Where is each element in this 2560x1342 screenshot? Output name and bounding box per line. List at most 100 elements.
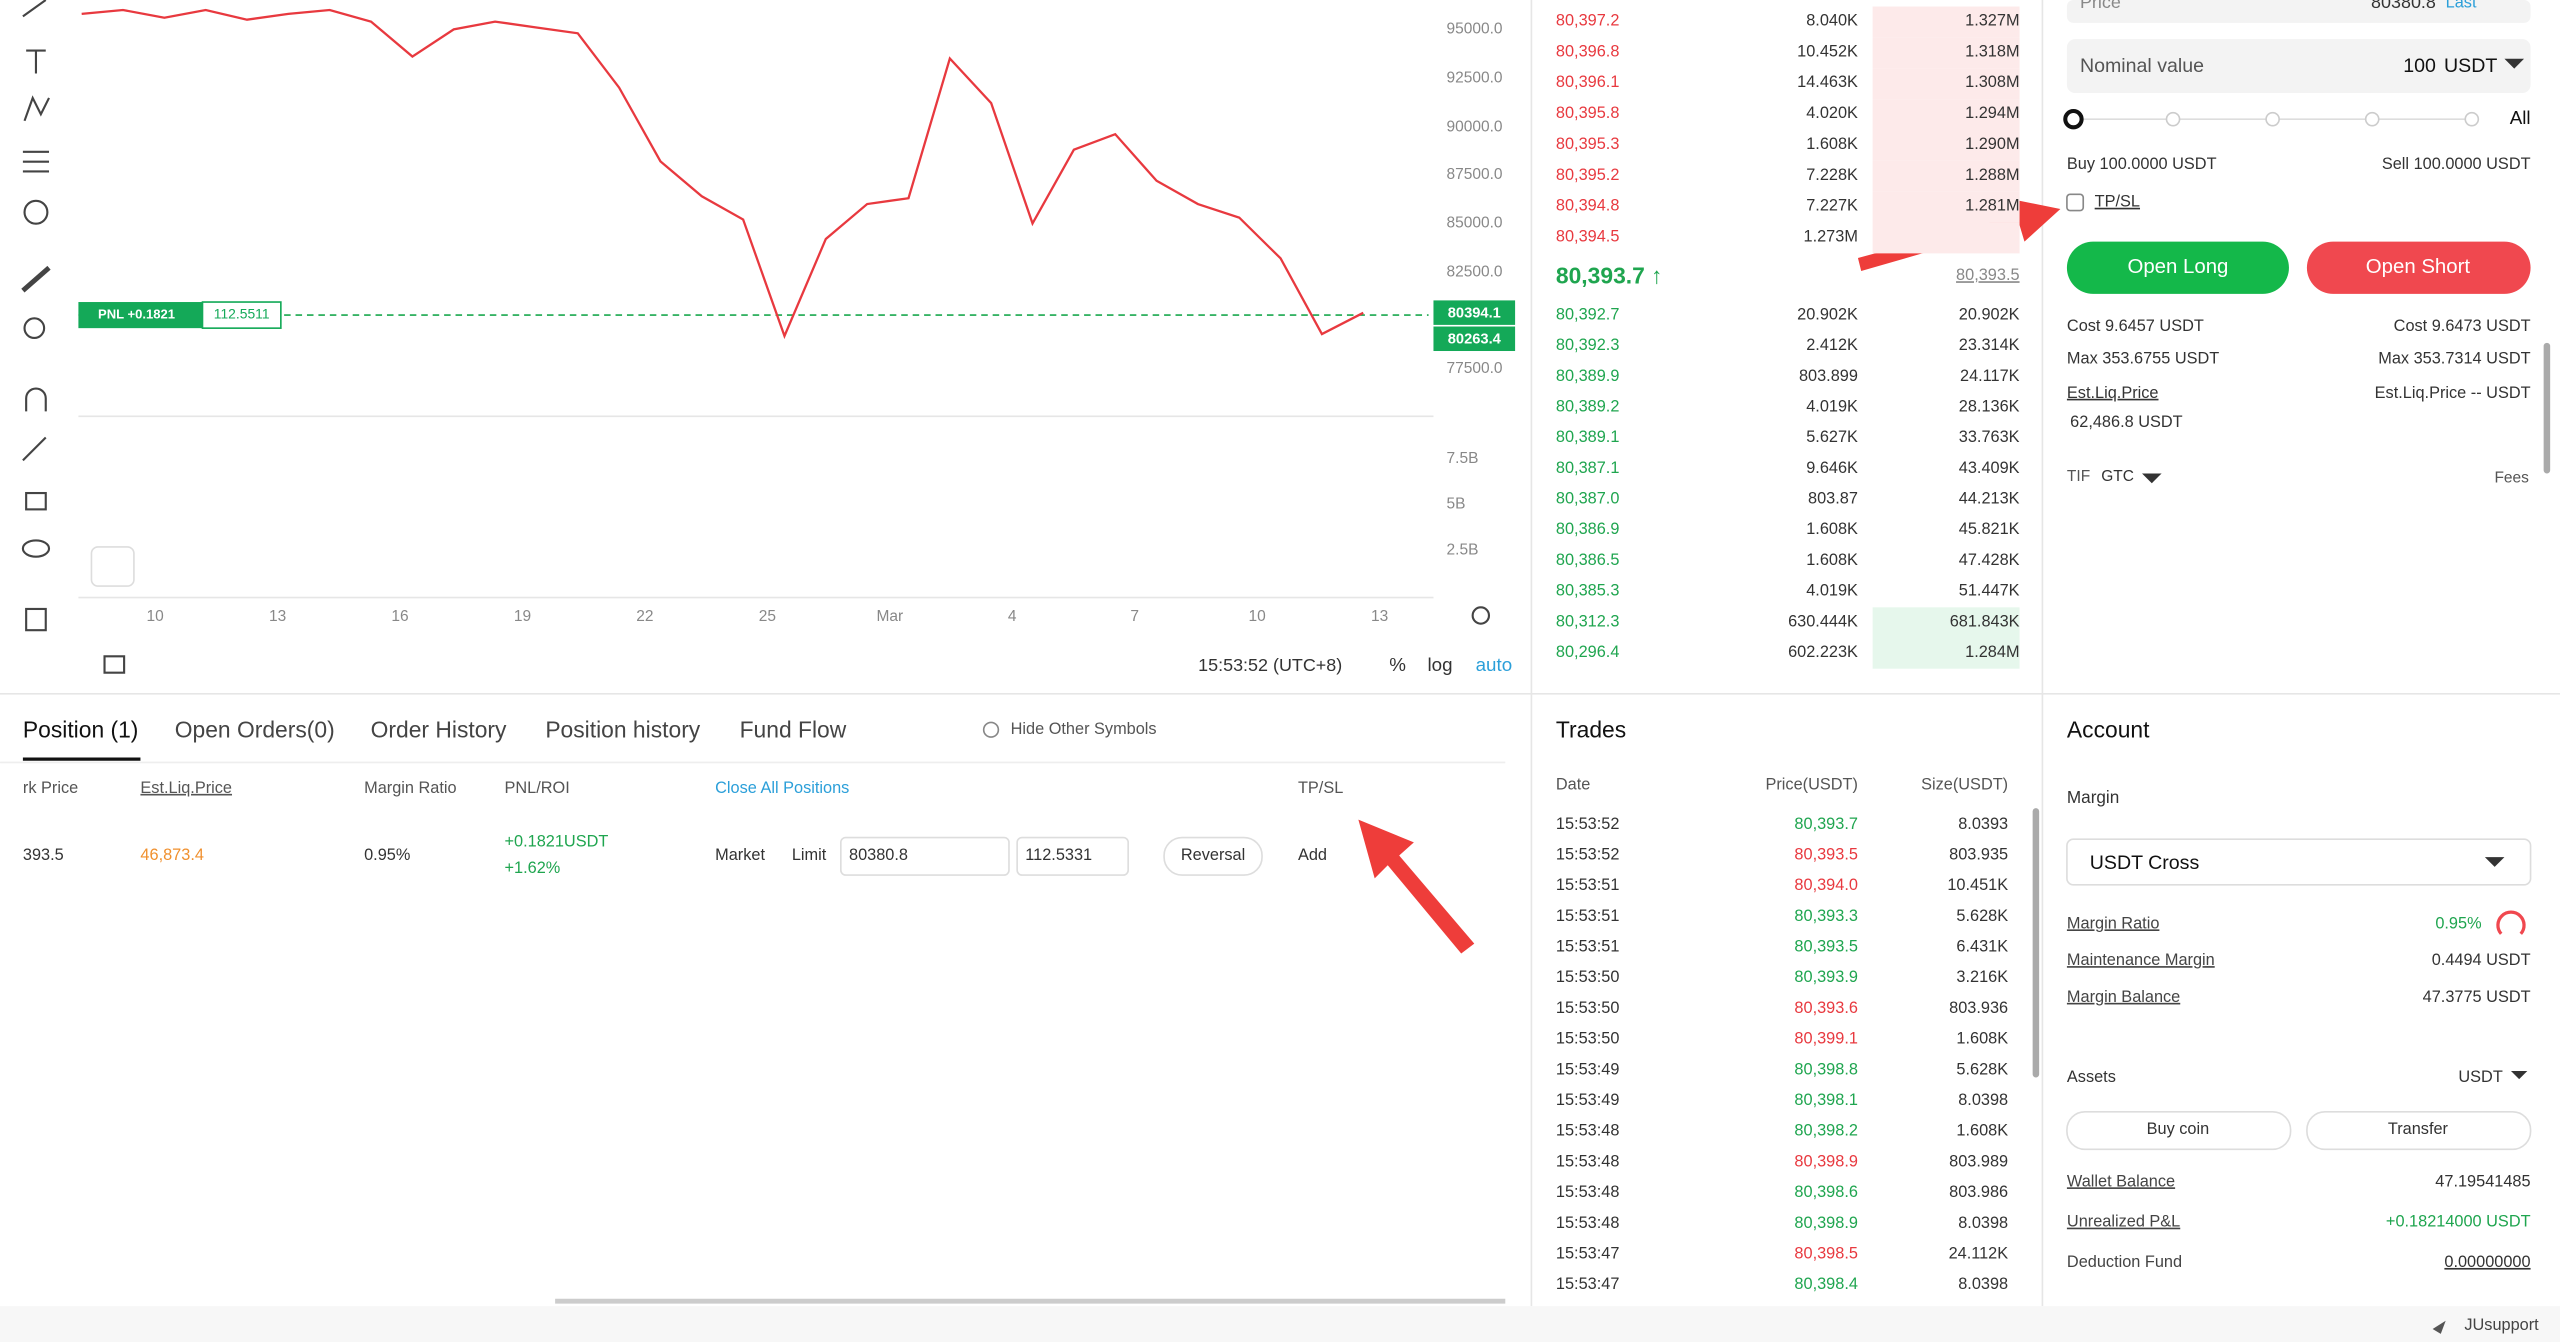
label: 112.5331 xyxy=(1025,846,1092,864)
label: 3.216K xyxy=(1956,968,2008,986)
checkbox[interactable] xyxy=(2066,193,2085,212)
input[interactable] xyxy=(2066,39,2531,94)
label: 80,389.2 xyxy=(1556,397,1620,415)
toolbar xyxy=(21,0,1491,674)
label: 4.019K xyxy=(1806,582,1858,600)
label: +0.18214000 USDT xyxy=(2386,1213,2531,1231)
label[interactable]: Close All Positions xyxy=(715,779,849,797)
radio[interactable] xyxy=(982,721,1000,738)
label: 1.273M xyxy=(1804,228,1858,246)
support-icon xyxy=(2432,1320,2446,1334)
label: 80,386.9 xyxy=(1556,520,1620,538)
label: 15:53:49 xyxy=(1556,1060,1620,1078)
label: 19 xyxy=(514,608,531,625)
label[interactable]: Fund Flow xyxy=(740,716,847,742)
input[interactable] xyxy=(1016,836,1129,876)
label: Trades xyxy=(1556,716,1626,742)
label: 15:53:47 xyxy=(1556,1244,1620,1262)
label: 1.608K xyxy=(1806,135,1858,153)
label: 80380.8 xyxy=(2371,0,2436,12)
label: 5B xyxy=(1447,496,1466,513)
label: USDT xyxy=(2458,1068,2502,1086)
dropdown-icon xyxy=(2504,58,2525,69)
label: Last xyxy=(2446,0,2477,12)
label: 112.5511 xyxy=(214,306,270,322)
label: 95000.0 xyxy=(1447,20,1503,37)
label[interactable]: auto xyxy=(1476,654,1513,675)
label: 803.935 xyxy=(1949,845,2008,863)
label[interactable]: Open Long xyxy=(2127,256,2228,278)
label: 24.112K xyxy=(1949,1244,2009,1262)
label: Market xyxy=(715,846,765,864)
label: 1.608K xyxy=(1806,551,1858,569)
label: 5.628K xyxy=(1956,1060,2008,1078)
label: 80,398.1 xyxy=(1794,1091,1858,1109)
input[interactable] xyxy=(840,836,1010,876)
label: 10.452K xyxy=(1797,42,1858,60)
label: 24.117K xyxy=(1960,367,2020,385)
label[interactable]: Open Short xyxy=(2366,256,2471,278)
label: 15:53:47 xyxy=(1556,1275,1620,1293)
input[interactable] xyxy=(2066,0,2531,23)
label: 80,397.2 xyxy=(1556,12,1620,30)
depth-bar xyxy=(1872,129,2020,161)
label: 6.431K xyxy=(1956,938,2008,956)
label: rk Price xyxy=(23,779,78,797)
label: 20.902K xyxy=(1959,305,2020,323)
label[interactable]: % xyxy=(1389,654,1406,675)
label: 9.646K xyxy=(1806,459,1858,477)
label: 13 xyxy=(1371,608,1388,625)
label: 80,393.9 xyxy=(1794,968,1858,986)
label: Mar xyxy=(876,608,903,625)
label: 80,393.7 xyxy=(1794,815,1858,833)
label: 16 xyxy=(391,608,408,625)
label: 8.0398 xyxy=(1958,1091,2008,1109)
label: PNL/ROI xyxy=(505,779,570,797)
label: 80,393.5 xyxy=(1956,266,2019,284)
label: 803.986 xyxy=(1949,1183,2008,1201)
label: 80,398.2 xyxy=(1794,1122,1858,1140)
label: Size(USDT) xyxy=(1921,776,2008,794)
label: 15:53:48 xyxy=(1556,1183,1620,1201)
label[interactable]: Open Orders(0) xyxy=(175,716,335,742)
open-short-button[interactable] xyxy=(2306,241,2531,294)
transfer-button[interactable] xyxy=(2306,1110,2532,1151)
label: 15:53:52 xyxy=(1556,815,1620,833)
label[interactable]: Add xyxy=(1298,846,1327,864)
label: Wallet Balance xyxy=(2067,1172,2175,1190)
label[interactable]: Transfer xyxy=(2388,1120,2449,1138)
buy-coin-button[interactable] xyxy=(2066,1110,2292,1151)
label[interactable]: Reversal xyxy=(1181,846,1245,864)
label: 80,396.1 xyxy=(1556,73,1620,91)
label: 803.899 xyxy=(1799,367,1858,385)
label: 8.0398 xyxy=(1958,1275,2008,1293)
reversal-button[interactable] xyxy=(1163,836,1263,876)
label[interactable]: log xyxy=(1427,654,1452,675)
label: 100 xyxy=(2403,55,2436,77)
label[interactable]: Buy coin xyxy=(2147,1120,2210,1138)
label: 15:53:48 xyxy=(1556,1152,1620,1170)
slider-knob[interactable] xyxy=(2063,108,2084,130)
select[interactable] xyxy=(2066,838,2532,886)
label[interactable]: Position (1) xyxy=(23,716,139,742)
tool-icon xyxy=(26,49,46,74)
label: 80,392.3 xyxy=(1556,336,1620,354)
label: 80,398.9 xyxy=(1794,1152,1858,1170)
open-long-button[interactable] xyxy=(2066,241,2289,294)
label[interactable]: Position history xyxy=(545,716,700,742)
label: Est.Liq.Price xyxy=(2067,384,2159,402)
label: 80,398.4 xyxy=(1794,1275,1858,1293)
label: +0.1821USDT xyxy=(505,833,609,851)
depth-bar xyxy=(1872,6,2020,38)
label: 47.19541485 xyxy=(2435,1172,2530,1190)
label: 46,873.4 xyxy=(140,846,203,864)
label: PNL +0.1821 xyxy=(98,307,175,322)
label: 62,486.8 USDT xyxy=(2070,413,2182,431)
label: 33.763K xyxy=(1959,428,2020,446)
label: 15:53:52 xyxy=(1556,845,1620,863)
label: 1.281M xyxy=(1965,197,2019,215)
label: 15:53:51 xyxy=(1556,907,1620,925)
label: 393.5 xyxy=(23,846,64,864)
depth-bar xyxy=(1872,191,2020,223)
label[interactable]: Order History xyxy=(371,716,507,742)
